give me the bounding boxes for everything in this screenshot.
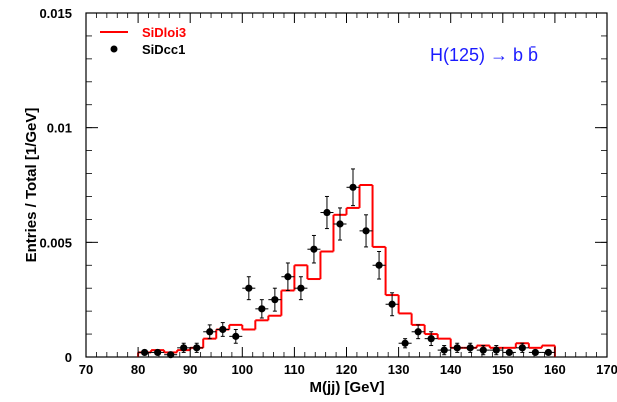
data-point (346, 168, 360, 207)
data-point (320, 195, 334, 230)
data-point-marker (219, 325, 227, 334)
x-tick-label: 140 (440, 362, 462, 377)
data-point-marker (492, 346, 500, 354)
data-point (177, 342, 191, 353)
data-point-marker (154, 348, 162, 357)
x-tick-label: 170 (596, 362, 617, 377)
data-point-marker (284, 273, 292, 281)
data-point (450, 342, 464, 353)
data-point (476, 345, 490, 356)
data-point-marker (297, 284, 305, 292)
data-point-marker (544, 348, 552, 357)
data-point (398, 338, 412, 349)
data-point-marker (375, 261, 383, 269)
data-point-marker (206, 328, 214, 336)
data-point-marker (531, 348, 539, 357)
data-point (385, 292, 399, 317)
data-point (268, 287, 282, 312)
data-point (372, 251, 386, 280)
data-point-marker (323, 208, 331, 217)
x-tick-label: 150 (492, 362, 514, 377)
data-point-marker (180, 344, 188, 352)
x-tick-label: 90 (183, 362, 197, 377)
data-point (203, 324, 217, 340)
data-point (359, 214, 373, 248)
data-point (528, 348, 542, 357)
data-point-marker (440, 346, 448, 354)
y-tick-label: 0 (65, 350, 72, 365)
data-point (424, 331, 438, 347)
data-point-marker (479, 346, 487, 354)
data-point (216, 322, 230, 337)
data-point (138, 348, 152, 357)
process-annotation: H(125) → b b̄ (430, 45, 538, 65)
data-point-marker (336, 220, 344, 228)
data-point (190, 342, 204, 353)
x-tick-label: 120 (336, 362, 358, 377)
data-point (437, 345, 451, 356)
data-point (242, 276, 256, 301)
data-point-marker (310, 245, 318, 253)
legend-label-siDloi3: SiDloi3 (142, 25, 186, 40)
data-point-marker (518, 344, 526, 352)
data-point-marker (349, 183, 357, 191)
legend: SiDloi3 SiDcc1 (100, 25, 186, 57)
data-point (515, 342, 529, 353)
y-tick-label: 0.015 (39, 6, 72, 21)
data-point (502, 348, 516, 357)
x-axis-title: M(jj) [GeV] (310, 379, 385, 396)
data-point-marker (453, 344, 461, 352)
data-point (333, 207, 347, 241)
x-tick-label: 130 (388, 362, 410, 377)
data-point (294, 276, 308, 301)
data-point-marker (193, 344, 201, 352)
data-point (151, 348, 165, 357)
data-point (489, 345, 503, 356)
x-tick-label: 110 (284, 362, 305, 377)
x-tick-label: 70 (79, 362, 93, 377)
data-point-marker (167, 351, 175, 359)
data-point-marker (232, 332, 240, 340)
y-tick-label: 0.01 (47, 121, 72, 136)
legend-label-siDcc1: SiDcc1 (142, 42, 185, 57)
data-point (229, 328, 243, 344)
x-tick-label: 100 (231, 362, 253, 377)
data-point-marker (505, 348, 513, 357)
legend-marker-siDcc1 (110, 45, 118, 53)
data-point (281, 262, 295, 291)
data-point-marker (271, 296, 279, 304)
data-point-marker (245, 284, 253, 292)
data-point (463, 342, 477, 353)
data-point-marker (388, 300, 396, 308)
data-point-marker (401, 339, 409, 347)
data-point-marker (427, 335, 435, 343)
data-point-marker (466, 344, 474, 352)
data-point (307, 234, 321, 264)
data-point-marker (258, 305, 266, 313)
data-point (541, 348, 555, 357)
data-point-marker (141, 348, 149, 357)
data-point (411, 324, 425, 340)
x-tick-label: 80 (131, 362, 145, 377)
data-point (255, 299, 269, 319)
data-point-marker (414, 328, 422, 336)
y-tick-label: 0.005 (39, 235, 72, 250)
data-point-marker (362, 227, 370, 235)
x-tick-label: 160 (544, 362, 566, 377)
y-axis-title: Entries / Total [1/GeV] (23, 108, 40, 263)
